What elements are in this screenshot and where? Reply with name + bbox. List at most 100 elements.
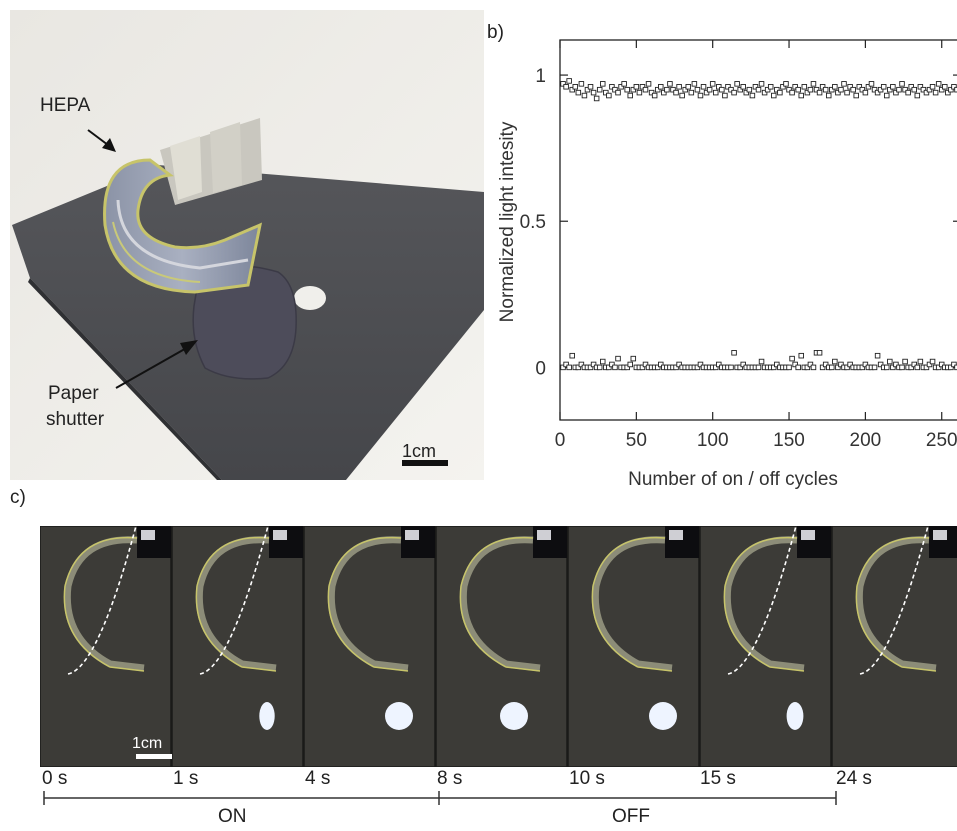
data-point-on	[569, 86, 575, 93]
data-point-off	[948, 364, 954, 371]
data-point-on	[578, 81, 585, 87]
data-point-on	[667, 81, 673, 87]
data-point-on	[673, 89, 679, 96]
data-point-on	[688, 89, 695, 96]
time-lapse-frame	[435, 526, 568, 767]
data-point-on	[606, 92, 612, 99]
data-point-on	[884, 92, 890, 99]
shutter-outline	[727, 526, 797, 675]
data-point-off	[859, 364, 866, 371]
data-point-off	[829, 364, 835, 371]
time-lapse-frame	[567, 526, 700, 767]
panel-a-scale-label: 1cm	[402, 441, 437, 461]
data-point-off	[639, 364, 646, 371]
data-point-off	[606, 364, 612, 371]
phase-off-label: OFF	[612, 806, 650, 827]
data-point-on	[862, 89, 869, 96]
data-point-on	[874, 89, 881, 96]
x-tick-label: 150	[773, 430, 805, 451]
time-label: 24 s	[836, 768, 872, 789]
panel-a-photo	[10, 10, 484, 480]
x-tick-label: 200	[850, 430, 882, 451]
data-point-off	[737, 364, 743, 371]
x-tick-label: 100	[697, 430, 729, 451]
light-spot	[500, 702, 528, 730]
data-point-on	[731, 89, 737, 96]
data-point-on	[868, 81, 875, 87]
hepa-actuator	[459, 536, 541, 672]
data-point-off	[771, 364, 777, 371]
time-label: 8 s	[437, 768, 463, 789]
time-lapse-frame	[40, 526, 172, 767]
data-point-on	[728, 86, 734, 93]
light-intensity-chart: 0 50 100 150 200 250 0 0.5 1 Normalized light in…	[497, 39, 957, 490]
panel-c-label: c)	[10, 487, 26, 508]
shutter-outline	[859, 526, 929, 675]
data-point-on	[829, 86, 835, 93]
data-point-off	[774, 361, 780, 368]
data-point-off	[728, 364, 734, 371]
data-point-on	[893, 89, 899, 96]
data-point-on	[761, 89, 768, 96]
data-point-on	[804, 89, 811, 96]
time-lapse-frame	[303, 526, 436, 767]
data-point-on	[801, 84, 808, 90]
timeline	[43, 791, 837, 805]
data-point-off	[938, 361, 945, 368]
data-point-on	[719, 86, 725, 93]
data-point-off	[838, 361, 844, 368]
data-point-on	[694, 86, 701, 93]
data-point-on	[880, 84, 887, 90]
time-lapse-strip: 1cm	[40, 526, 957, 767]
data-point-off	[654, 364, 661, 371]
data-point-off	[884, 364, 890, 371]
data-point-on	[758, 81, 765, 87]
data-point-on	[877, 86, 884, 93]
data-point-off	[835, 364, 841, 371]
hepa-actuator	[591, 536, 673, 672]
data-point-on	[703, 89, 710, 96]
data-point-on	[777, 89, 783, 96]
data-point-on	[853, 92, 859, 99]
data-point-on	[902, 86, 908, 93]
data-point-on	[926, 86, 933, 93]
data-point-off	[819, 364, 826, 371]
hepa-strip-curve	[103, 158, 263, 294]
data-point-on	[722, 92, 728, 99]
data-point-off	[822, 361, 829, 368]
hepa-actuator	[63, 536, 145, 672]
data-point-on	[948, 86, 954, 93]
shutter-callout-line2: shutter	[46, 409, 105, 430]
x-tick-label: 50	[626, 430, 647, 451]
data-point-on	[593, 95, 600, 102]
data-point-off	[804, 364, 811, 371]
data-point-on	[679, 92, 685, 99]
data-point-on	[954, 86, 957, 93]
data-point-on	[706, 86, 713, 93]
data-point-on	[658, 84, 664, 90]
data-point-off	[899, 364, 905, 371]
data-point-off	[935, 364, 942, 371]
data-point-on	[847, 84, 853, 90]
data-point-off	[847, 361, 853, 368]
hepa-actuator	[855, 536, 937, 672]
data-point-off	[624, 364, 630, 371]
data-point-on	[697, 92, 704, 99]
x-tick-label: 0	[555, 430, 566, 451]
data-point-on	[682, 86, 688, 93]
data-point-on	[844, 89, 850, 96]
x-axis-title: Number of on / off cycles	[628, 469, 838, 490]
time-label: 1 s	[173, 768, 199, 789]
data-point-on	[850, 86, 856, 93]
shutter-arrow	[115, 345, 191, 389]
data-point-off	[566, 364, 572, 371]
data-point-on	[865, 84, 872, 90]
data-point-off	[600, 358, 606, 365]
hepa-actuator	[723, 536, 805, 672]
data-point-on	[575, 89, 582, 96]
data-point-on	[929, 84, 936, 90]
time-lapse-frame	[831, 526, 957, 767]
data-point-on	[648, 89, 655, 96]
data-point-on	[841, 81, 847, 87]
data-point-on	[615, 89, 621, 96]
